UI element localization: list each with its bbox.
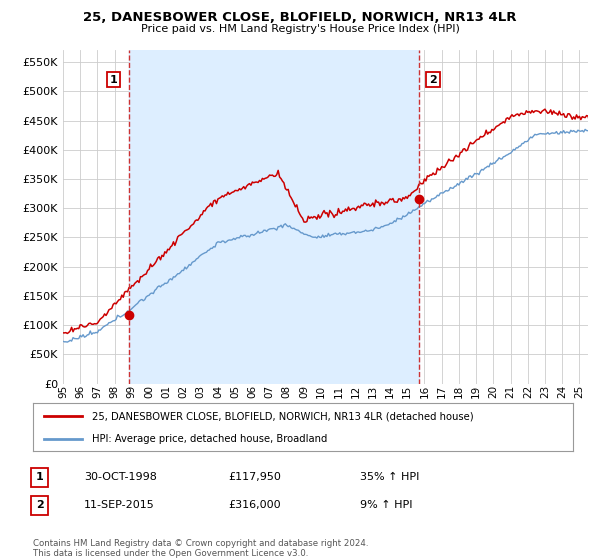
Text: 2: 2 [36,500,43,510]
Text: 25, DANESBOWER CLOSE, BLOFIELD, NORWICH, NR13 4LR: 25, DANESBOWER CLOSE, BLOFIELD, NORWICH,… [83,11,517,24]
Text: 35% ↑ HPI: 35% ↑ HPI [360,472,419,482]
Text: 1: 1 [110,74,118,85]
Text: Contains HM Land Registry data © Crown copyright and database right 2024.
This d: Contains HM Land Registry data © Crown c… [33,539,368,558]
Text: 9% ↑ HPI: 9% ↑ HPI [360,500,413,510]
Text: 11-SEP-2015: 11-SEP-2015 [84,500,155,510]
Text: HPI: Average price, detached house, Broadland: HPI: Average price, detached house, Broa… [92,435,328,445]
Text: £117,950: £117,950 [228,472,281,482]
Text: Price paid vs. HM Land Registry's House Price Index (HPI): Price paid vs. HM Land Registry's House … [140,24,460,34]
Text: 2: 2 [429,74,437,85]
Text: 25, DANESBOWER CLOSE, BLOFIELD, NORWICH, NR13 4LR (detached house): 25, DANESBOWER CLOSE, BLOFIELD, NORWICH,… [92,412,474,422]
Bar [129,50,419,384]
Text: 1: 1 [36,472,43,482]
Text: £316,000: £316,000 [228,500,281,510]
Text: 30-OCT-1998: 30-OCT-1998 [84,472,157,482]
